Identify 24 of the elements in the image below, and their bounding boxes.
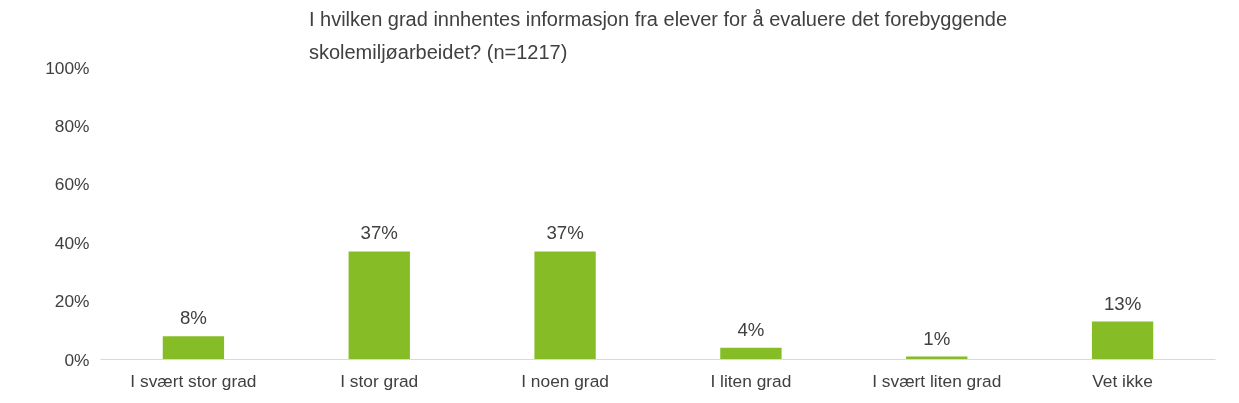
x-tick-label: I stor grad [340,370,419,391]
y-tick-label: 0% [64,349,90,370]
data-label: 8% [179,307,207,329]
y-tick-label: 60% [54,174,90,195]
y-tick-label: 20% [54,291,90,312]
data-label: 1% [923,327,951,349]
bar [348,251,410,360]
x-tick-label: Vet ikke [1092,370,1153,391]
x-tick-label: I svært stor grad [130,370,257,391]
chart-title: I hvilken grad innhentes informasjon fra elever for å evaluere det forebyggende skolemiljøarbeidet? (n=1217) [308,7,1008,63]
bar [720,347,782,360]
x-tick-label: I noen grad [521,370,609,391]
bar [162,336,225,360]
data-label: 4% [737,318,765,340]
y-tick-label: 100% [45,57,90,78]
bar [534,251,596,360]
data-label: 37% [546,222,584,244]
y-tick-label: 80% [54,115,90,136]
data-label: 37% [360,222,398,244]
x-tick-label: I liten grad [710,370,792,391]
x-tick-label: I svært liten grad [872,370,1002,391]
y-tick-label: 40% [54,232,90,253]
bar [1091,321,1154,360]
data-label: 13% [1103,292,1142,314]
